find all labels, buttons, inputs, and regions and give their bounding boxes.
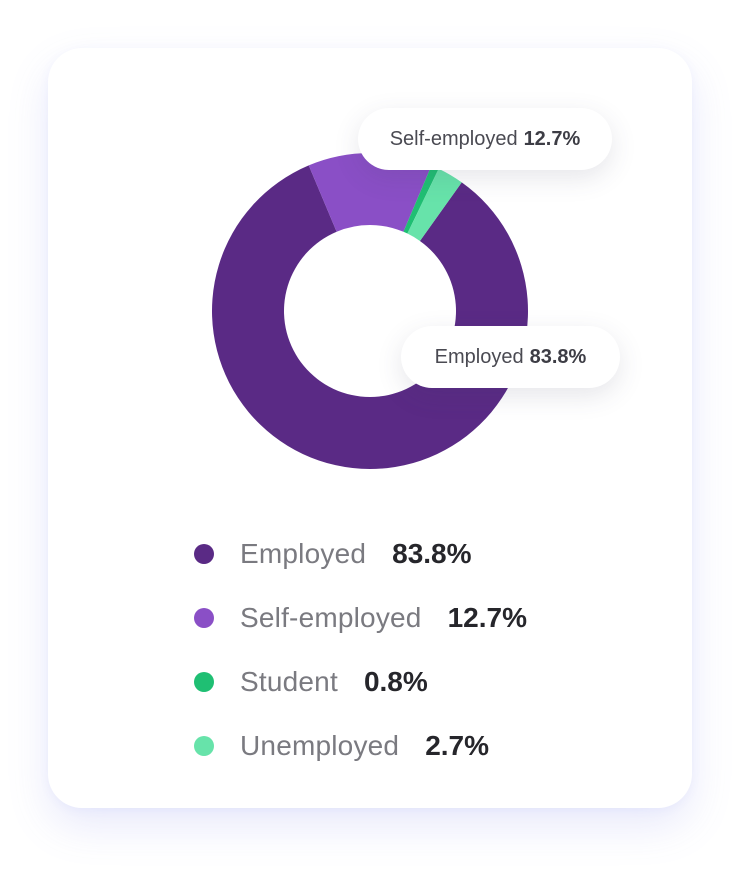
callout-self-employed-label: Self-employed bbox=[389, 127, 518, 150]
legend-label-self-employed: Self-employed bbox=[240, 602, 422, 633]
legend-label-employed: Employed bbox=[240, 538, 367, 569]
callout-employed-value: 83.8% bbox=[529, 345, 587, 368]
legend-dot-student bbox=[194, 672, 214, 692]
legend-label-student: Student bbox=[240, 666, 338, 697]
callout-employed: Employed 83.8% bbox=[401, 326, 620, 388]
legend-item-self-employed: Self-employed 12.7% bbox=[194, 598, 527, 638]
legend-value-unemployed: 2.7% bbox=[425, 730, 490, 761]
legend-value-student: 0.8% bbox=[363, 666, 428, 697]
donut-slice-self-employed bbox=[308, 152, 432, 232]
legend-dot-unemployed bbox=[194, 736, 214, 756]
donut-slice-student bbox=[403, 165, 439, 234]
callout-employed-label: Employed bbox=[434, 345, 524, 368]
legend-dot-employed bbox=[194, 544, 214, 564]
callout-self-employed-value: 12.7% bbox=[523, 127, 581, 150]
legend-item-student: Student 0.8% bbox=[194, 662, 428, 702]
legend-dot-self-employed bbox=[194, 608, 214, 628]
legend-item-unemployed: Unemployed 2.7% bbox=[194, 726, 489, 766]
legend-label-unemployed: Unemployed bbox=[240, 730, 400, 761]
callout-self-employed: Self-employed 12.7% bbox=[358, 108, 612, 170]
donut-slice-employed bbox=[212, 165, 528, 469]
legend-value-self-employed: 12.7% bbox=[447, 602, 527, 633]
legend-value-employed: 83.8% bbox=[392, 538, 472, 569]
donut-slice-unemployed bbox=[407, 168, 462, 241]
legend-item-employed: Employed 83.8% bbox=[194, 534, 472, 574]
